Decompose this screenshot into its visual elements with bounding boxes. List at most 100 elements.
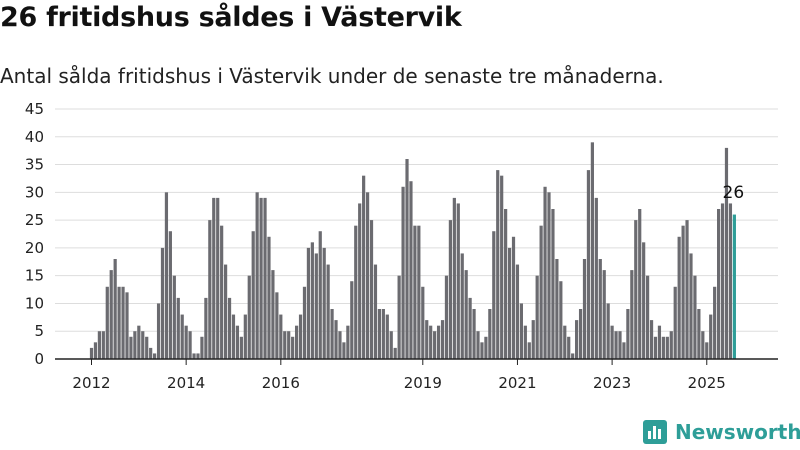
bar	[606, 303, 610, 359]
bar	[705, 342, 709, 359]
bar	[172, 275, 176, 359]
bar	[504, 209, 508, 359]
bar	[397, 275, 401, 359]
newsworthy-logo-icon	[643, 420, 667, 444]
bar	[129, 336, 133, 359]
bar	[354, 225, 358, 359]
bar	[689, 253, 693, 359]
bar	[720, 203, 725, 359]
bar	[358, 203, 362, 359]
bar	[468, 297, 472, 359]
bar	[231, 314, 236, 359]
bar	[326, 264, 330, 359]
bar	[306, 247, 311, 359]
bar	[149, 347, 153, 359]
y-tick-label: 0	[34, 350, 44, 368]
bar	[263, 197, 267, 359]
bar	[515, 264, 520, 359]
bars	[89, 142, 736, 359]
brand-name: Newsworthy	[675, 420, 800, 444]
bar	[724, 147, 729, 359]
bar	[582, 259, 587, 359]
bar	[425, 320, 429, 359]
bar	[646, 275, 650, 359]
bar	[393, 347, 397, 359]
bar	[618, 331, 622, 359]
y-tick-label: 10	[25, 294, 44, 312]
bar	[614, 331, 618, 359]
bar	[677, 236, 681, 359]
y-tick-label: 25	[25, 211, 44, 229]
bar	[464, 270, 468, 359]
bar	[681, 225, 685, 359]
y-tick-label: 30	[25, 183, 44, 201]
bar	[322, 247, 326, 359]
bar	[575, 320, 579, 359]
bar	[594, 197, 598, 359]
bar	[669, 331, 673, 359]
bar	[638, 209, 642, 359]
bar	[488, 309, 492, 359]
bar	[346, 325, 350, 359]
x-tick-label: 2021	[498, 374, 536, 392]
bar	[259, 197, 263, 359]
bar	[279, 314, 283, 359]
bar	[267, 236, 271, 359]
bar	[141, 331, 145, 359]
bar	[511, 236, 516, 359]
bar	[444, 275, 449, 359]
bar	[208, 220, 212, 359]
bar	[204, 297, 208, 359]
bar	[338, 331, 342, 359]
newsworthy-brand: Newsworthy	[643, 420, 800, 444]
y-tick-label: 15	[25, 267, 44, 285]
bar	[310, 242, 314, 359]
bar	[184, 325, 188, 359]
bar	[500, 175, 504, 359]
bar	[255, 192, 259, 359]
bar	[448, 220, 452, 359]
x-tick-label: 2025	[688, 374, 726, 392]
bar	[220, 225, 224, 359]
bar	[709, 314, 713, 359]
x-axis-ticks: 2012 2014 2016 2019 2021 2023 2025	[72, 359, 726, 392]
bar	[389, 331, 393, 359]
bar	[460, 253, 464, 359]
y-tick-label: 45	[25, 100, 44, 118]
bar	[117, 286, 121, 359]
bar	[563, 325, 567, 359]
bar	[176, 297, 180, 359]
bar	[302, 286, 307, 359]
bar	[693, 275, 697, 359]
bar	[188, 331, 192, 359]
bar	[571, 353, 575, 359]
bar	[551, 209, 555, 359]
bar	[713, 286, 717, 359]
bar	[496, 170, 500, 359]
x-tick-label: 2023	[593, 374, 631, 392]
bar	[318, 231, 322, 359]
bar	[362, 175, 366, 359]
bar	[224, 264, 228, 359]
bar	[547, 192, 551, 359]
bar	[590, 142, 594, 359]
bar	[484, 336, 488, 359]
bar	[567, 336, 571, 359]
bar	[452, 197, 456, 359]
bar	[697, 309, 701, 359]
bar	[626, 309, 630, 359]
bar	[156, 303, 161, 359]
bar	[630, 270, 634, 359]
bar	[369, 220, 374, 359]
bar	[610, 325, 614, 359]
bar	[298, 314, 303, 359]
bar	[586, 170, 591, 359]
bar	[701, 331, 705, 359]
bar	[93, 342, 98, 359]
bar	[657, 325, 662, 359]
bar	[192, 353, 196, 359]
y-tick-label: 40	[25, 128, 44, 146]
bar	[109, 270, 113, 359]
bar	[519, 303, 523, 359]
bar	[649, 320, 654, 359]
